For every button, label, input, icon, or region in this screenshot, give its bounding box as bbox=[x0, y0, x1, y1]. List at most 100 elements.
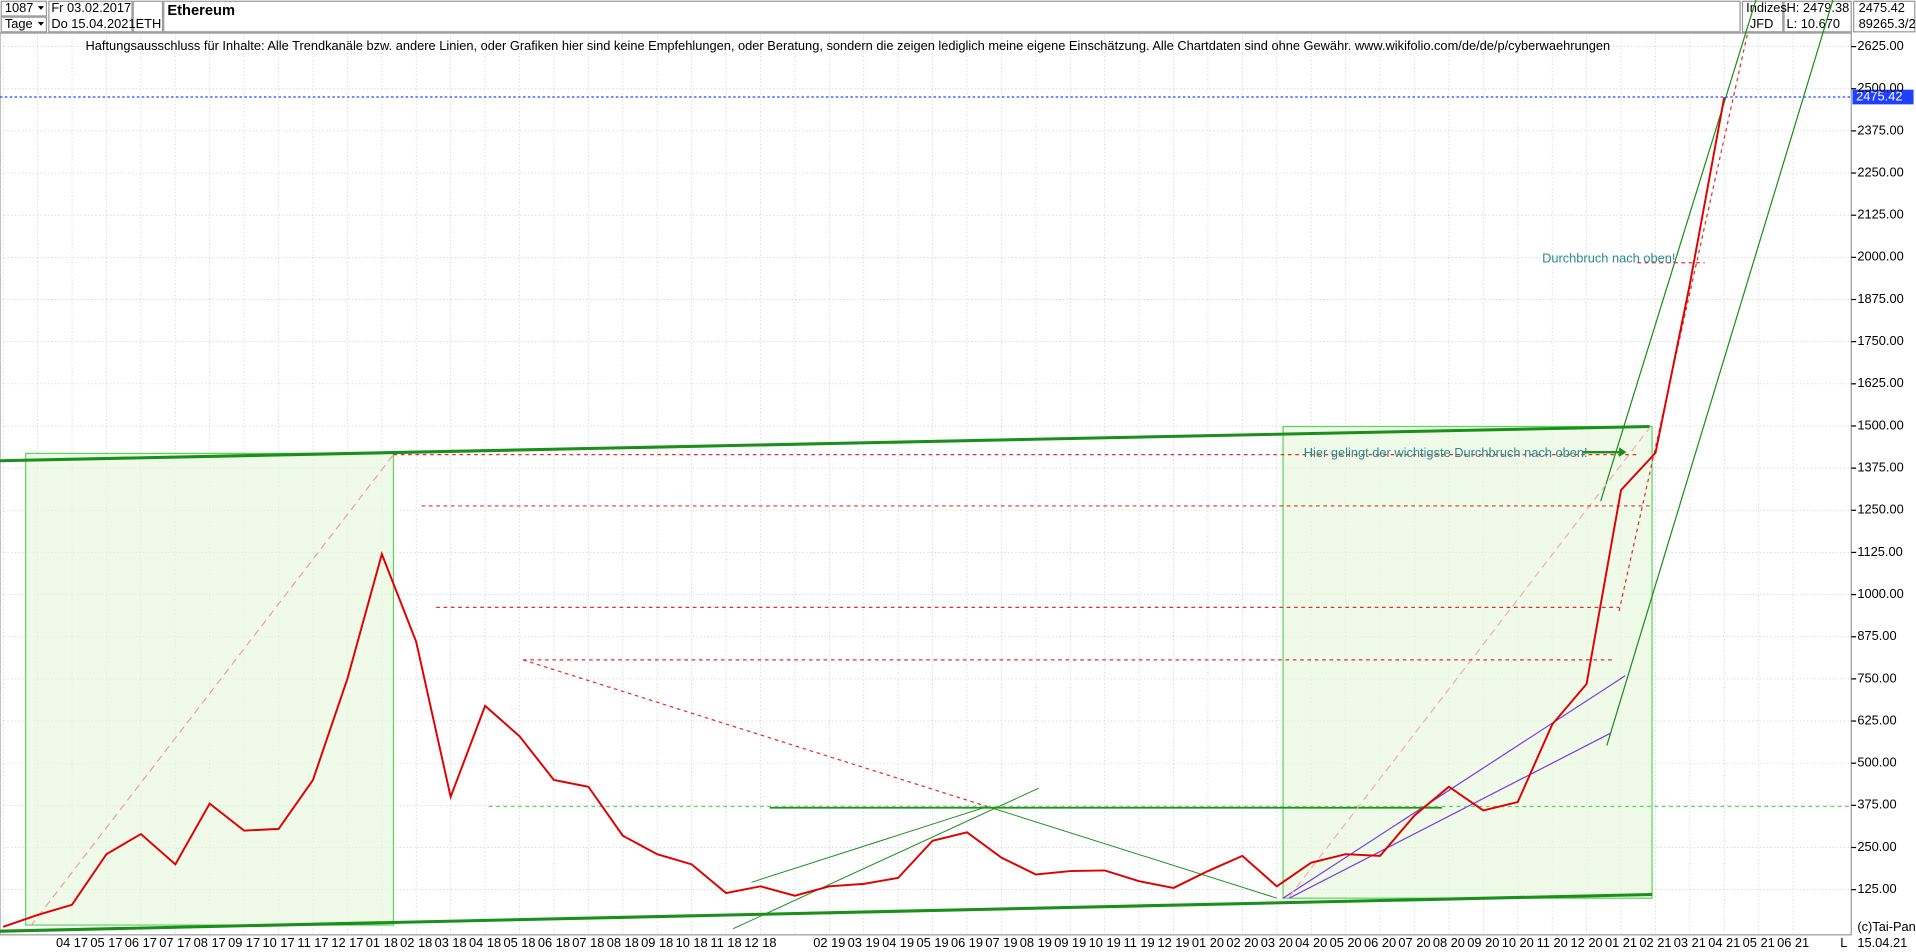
trend-line bbox=[1600, 0, 1757, 502]
x-tick-label: 11 19 bbox=[1124, 935, 1155, 950]
x-tick-label: 02 18 bbox=[400, 935, 432, 950]
group-box bbox=[1741, 0, 1784, 33]
trend-line bbox=[1606, 0, 1834, 746]
x-tick-label: 06 18 bbox=[538, 935, 570, 950]
box bbox=[25, 452, 395, 926]
x-tick-label: 06 21 bbox=[1777, 935, 1809, 950]
y-tick-label: 2250.00 bbox=[1857, 164, 1903, 179]
x-tick-label: 06 20 bbox=[1364, 935, 1396, 950]
y-tick-label: 1750.00 bbox=[1857, 333, 1903, 348]
header: 1087 Tage Fr 03.02.2017 Do 15.04.2021 ET… bbox=[0, 0, 1916, 33]
x-tick-label: 07 18 bbox=[572, 935, 604, 950]
dropdown-arrow bbox=[37, 6, 44, 10]
y-tick-label: 1875.00 bbox=[1857, 291, 1903, 306]
trend-line bbox=[987, 806, 1278, 899]
x-tick-label: 01 21 bbox=[1605, 935, 1637, 950]
y-tick-label: 750.00 bbox=[1857, 670, 1896, 685]
y-tick-label: 1000.00 bbox=[1857, 586, 1903, 601]
mode: L bbox=[1840, 935, 1847, 950]
x-tick-label: 07 17 bbox=[159, 935, 191, 950]
last-price-label: 2475.42 bbox=[1856, 88, 1902, 103]
trend-line bbox=[1288, 732, 1611, 899]
y-tick-label: 2500.00 bbox=[1857, 80, 1903, 95]
x-tick-label: 11 18 bbox=[710, 935, 741, 950]
hl-box bbox=[1783, 0, 1852, 33]
trend-line bbox=[0, 892, 1653, 933]
y-tick-label: 1125.00 bbox=[1857, 544, 1902, 559]
symbol: ETH bbox=[136, 16, 162, 31]
high: H: 2479.38 bbox=[1786, 0, 1849, 15]
x-tick-label: 05 21 bbox=[1743, 935, 1775, 950]
data: 2475.42 bbox=[0, 88, 1914, 928]
date: 15.04.21 bbox=[1857, 935, 1907, 950]
count-box[interactable] bbox=[0, 0, 48, 17]
last: 2475.42 bbox=[1859, 0, 1905, 15]
x-tick-label: 10 17 bbox=[262, 935, 294, 950]
last-box bbox=[1853, 0, 1916, 33]
x-tick-label: 04 19 bbox=[882, 935, 914, 950]
end-date: Do 15.04.2021 bbox=[51, 16, 135, 31]
y-tick-label: 2625.00 bbox=[1857, 38, 1903, 53]
x-tick-label: 06 17 bbox=[125, 935, 157, 950]
x-tick-label: 10 20 bbox=[1502, 935, 1534, 950]
x-tick-label: 04 20 bbox=[1295, 935, 1327, 950]
x-tick-label: 05 17 bbox=[90, 935, 122, 950]
dropdown-arrow bbox=[37, 22, 44, 26]
trend-line bbox=[0, 424, 1650, 463]
x-tick-label: 09 18 bbox=[641, 935, 673, 950]
x-tick-label: 09 19 bbox=[1054, 935, 1086, 950]
group: Indizes bbox=[1746, 0, 1787, 15]
x-tick-label: 12 19 bbox=[1157, 935, 1189, 950]
disclaimer: Haftungsausschluss für Inhalte: Alle Tre… bbox=[86, 38, 1611, 53]
x-tick-label: 04 21 bbox=[1708, 935, 1740, 950]
x-tick-label: 11 20 bbox=[1537, 935, 1568, 950]
title-box bbox=[163, 0, 1741, 33]
count: 1087 bbox=[5, 0, 34, 15]
x-tick-label: 12 20 bbox=[1571, 935, 1603, 950]
x-tick-label: 05 20 bbox=[1330, 935, 1362, 950]
y-tick-label: 375.00 bbox=[1857, 797, 1896, 812]
y-tick-label: 1625.00 bbox=[1857, 375, 1903, 390]
y-tick-label: 875.00 bbox=[1857, 628, 1896, 643]
x-tick-label: 02 21 bbox=[1639, 935, 1671, 950]
y-tick-label: 125.00 bbox=[1857, 881, 1896, 896]
y-tick-label: 1500.00 bbox=[1857, 417, 1903, 432]
y-tick-label: 625.00 bbox=[1857, 712, 1896, 727]
x-tick-label: 02 20 bbox=[1226, 935, 1258, 950]
x-tick-label: 01 18 bbox=[366, 935, 398, 950]
annotation: Hier gelingt der wichtigste Durchbruch n… bbox=[1304, 445, 1588, 460]
trend-line bbox=[522, 659, 988, 808]
x-tick-label: 03 21 bbox=[1674, 935, 1706, 950]
period: Tage bbox=[5, 16, 33, 31]
x-tick-label: 02 19 bbox=[813, 935, 845, 950]
x-tick-label: 07 20 bbox=[1398, 935, 1430, 950]
x-tick-label: 08 20 bbox=[1433, 935, 1465, 950]
trend-line bbox=[1618, 34, 1748, 612]
plot-frame bbox=[0, 32, 1852, 936]
x-tick-label: 08 19 bbox=[1020, 935, 1052, 950]
volume: 89265.3/2 bbox=[1859, 16, 1916, 31]
last-price-box bbox=[1852, 89, 1914, 105]
y-tick-label: 2375.00 bbox=[1857, 122, 1903, 137]
x-tick-label: 08 18 bbox=[607, 935, 639, 950]
x-tick-label: 03 19 bbox=[848, 935, 880, 950]
date-box bbox=[48, 0, 133, 33]
x-tick-label: 08 17 bbox=[194, 935, 226, 950]
period-box[interactable] bbox=[0, 16, 48, 33]
x-tick-label: 10 18 bbox=[676, 935, 708, 950]
x-tick-label: 03 20 bbox=[1261, 935, 1293, 950]
x-tick-label: 10 19 bbox=[1089, 935, 1121, 950]
price-line bbox=[2, 97, 1726, 928]
y-tick-label: 1375.00 bbox=[1857, 460, 1903, 475]
chart-title: Ethereum bbox=[167, 3, 235, 19]
trend-line bbox=[751, 806, 988, 883]
copyright: (c)Tai-Pan bbox=[1857, 919, 1915, 934]
annotation: Durchbruch nach oben! bbox=[1542, 250, 1675, 265]
low: L: 10.670 bbox=[1786, 16, 1840, 31]
x-tick-label: 09 20 bbox=[1467, 935, 1499, 950]
start-date: Fr 03.02.2017 bbox=[51, 0, 131, 15]
x-tick-label: 05 18 bbox=[503, 935, 535, 950]
symbol-box bbox=[132, 0, 164, 33]
